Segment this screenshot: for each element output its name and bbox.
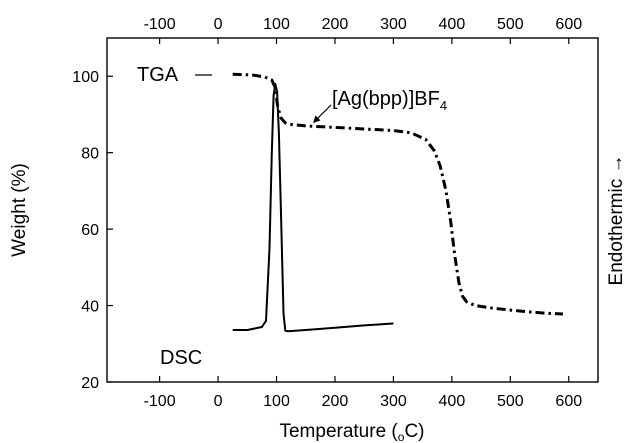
y-tick-label: 100 xyxy=(72,69,99,86)
y-axis-title: Weight (%) xyxy=(9,163,30,257)
x-tick-label-top: 200 xyxy=(322,16,349,33)
compound-label-main: [Ag(bpp)]BF xyxy=(332,88,440,110)
y-tick-label: 40 xyxy=(81,299,99,316)
x-tick-label-bottom: -100 xyxy=(144,393,176,410)
x-tick-label-top: 0 xyxy=(214,16,223,33)
x-axis-title-unit: C) xyxy=(404,421,424,442)
x-tick-label-top: 600 xyxy=(555,16,582,33)
x-tick-label-bottom: 400 xyxy=(439,393,466,410)
compound-label-subscript: 4 xyxy=(440,98,447,113)
y-tick-label: 80 xyxy=(81,146,99,163)
x-tick-label-bottom: 200 xyxy=(322,393,349,410)
series-layer xyxy=(232,72,563,333)
x-tick-label-bottom: 300 xyxy=(380,393,407,410)
tga-label: TGA xyxy=(137,64,179,86)
tick-labels: -100 -100 0 0 100 100 200 200 300 300 400 400 500 500… xyxy=(72,16,582,410)
x-tick-label-top: 300 xyxy=(380,16,407,33)
compound-arrow-head xyxy=(313,115,321,123)
endothermic-label: Endothermic → xyxy=(606,155,627,286)
x-axis-title: Temperature (oC) xyxy=(279,421,424,443)
x-axis-title-degree: o xyxy=(398,430,405,443)
x-tick-label-bottom: 600 xyxy=(555,393,582,410)
x-tick-label-top: 400 xyxy=(439,16,466,33)
plot-frame xyxy=(106,37,599,383)
x-axis-title-main: Temperature ( xyxy=(279,421,398,442)
dsc-label: DSC xyxy=(160,347,202,369)
x-tick-label-top: -100 xyxy=(144,16,176,33)
compound-label: [Ag(bpp)]BF4 xyxy=(332,88,447,113)
y-tick-label: 20 xyxy=(81,375,99,392)
x-tick-label-top: 100 xyxy=(263,16,290,33)
series-tga xyxy=(232,72,563,316)
x-tick-label-bottom: 0 xyxy=(214,393,223,410)
series-dsc xyxy=(232,82,394,333)
ticks xyxy=(107,38,570,383)
x-tick-label-bottom: 500 xyxy=(497,393,524,410)
y-tick-label: 60 xyxy=(81,222,99,239)
x-tick-label-bottom: 100 xyxy=(263,393,290,410)
x-tick-label-top: 500 xyxy=(497,16,524,33)
